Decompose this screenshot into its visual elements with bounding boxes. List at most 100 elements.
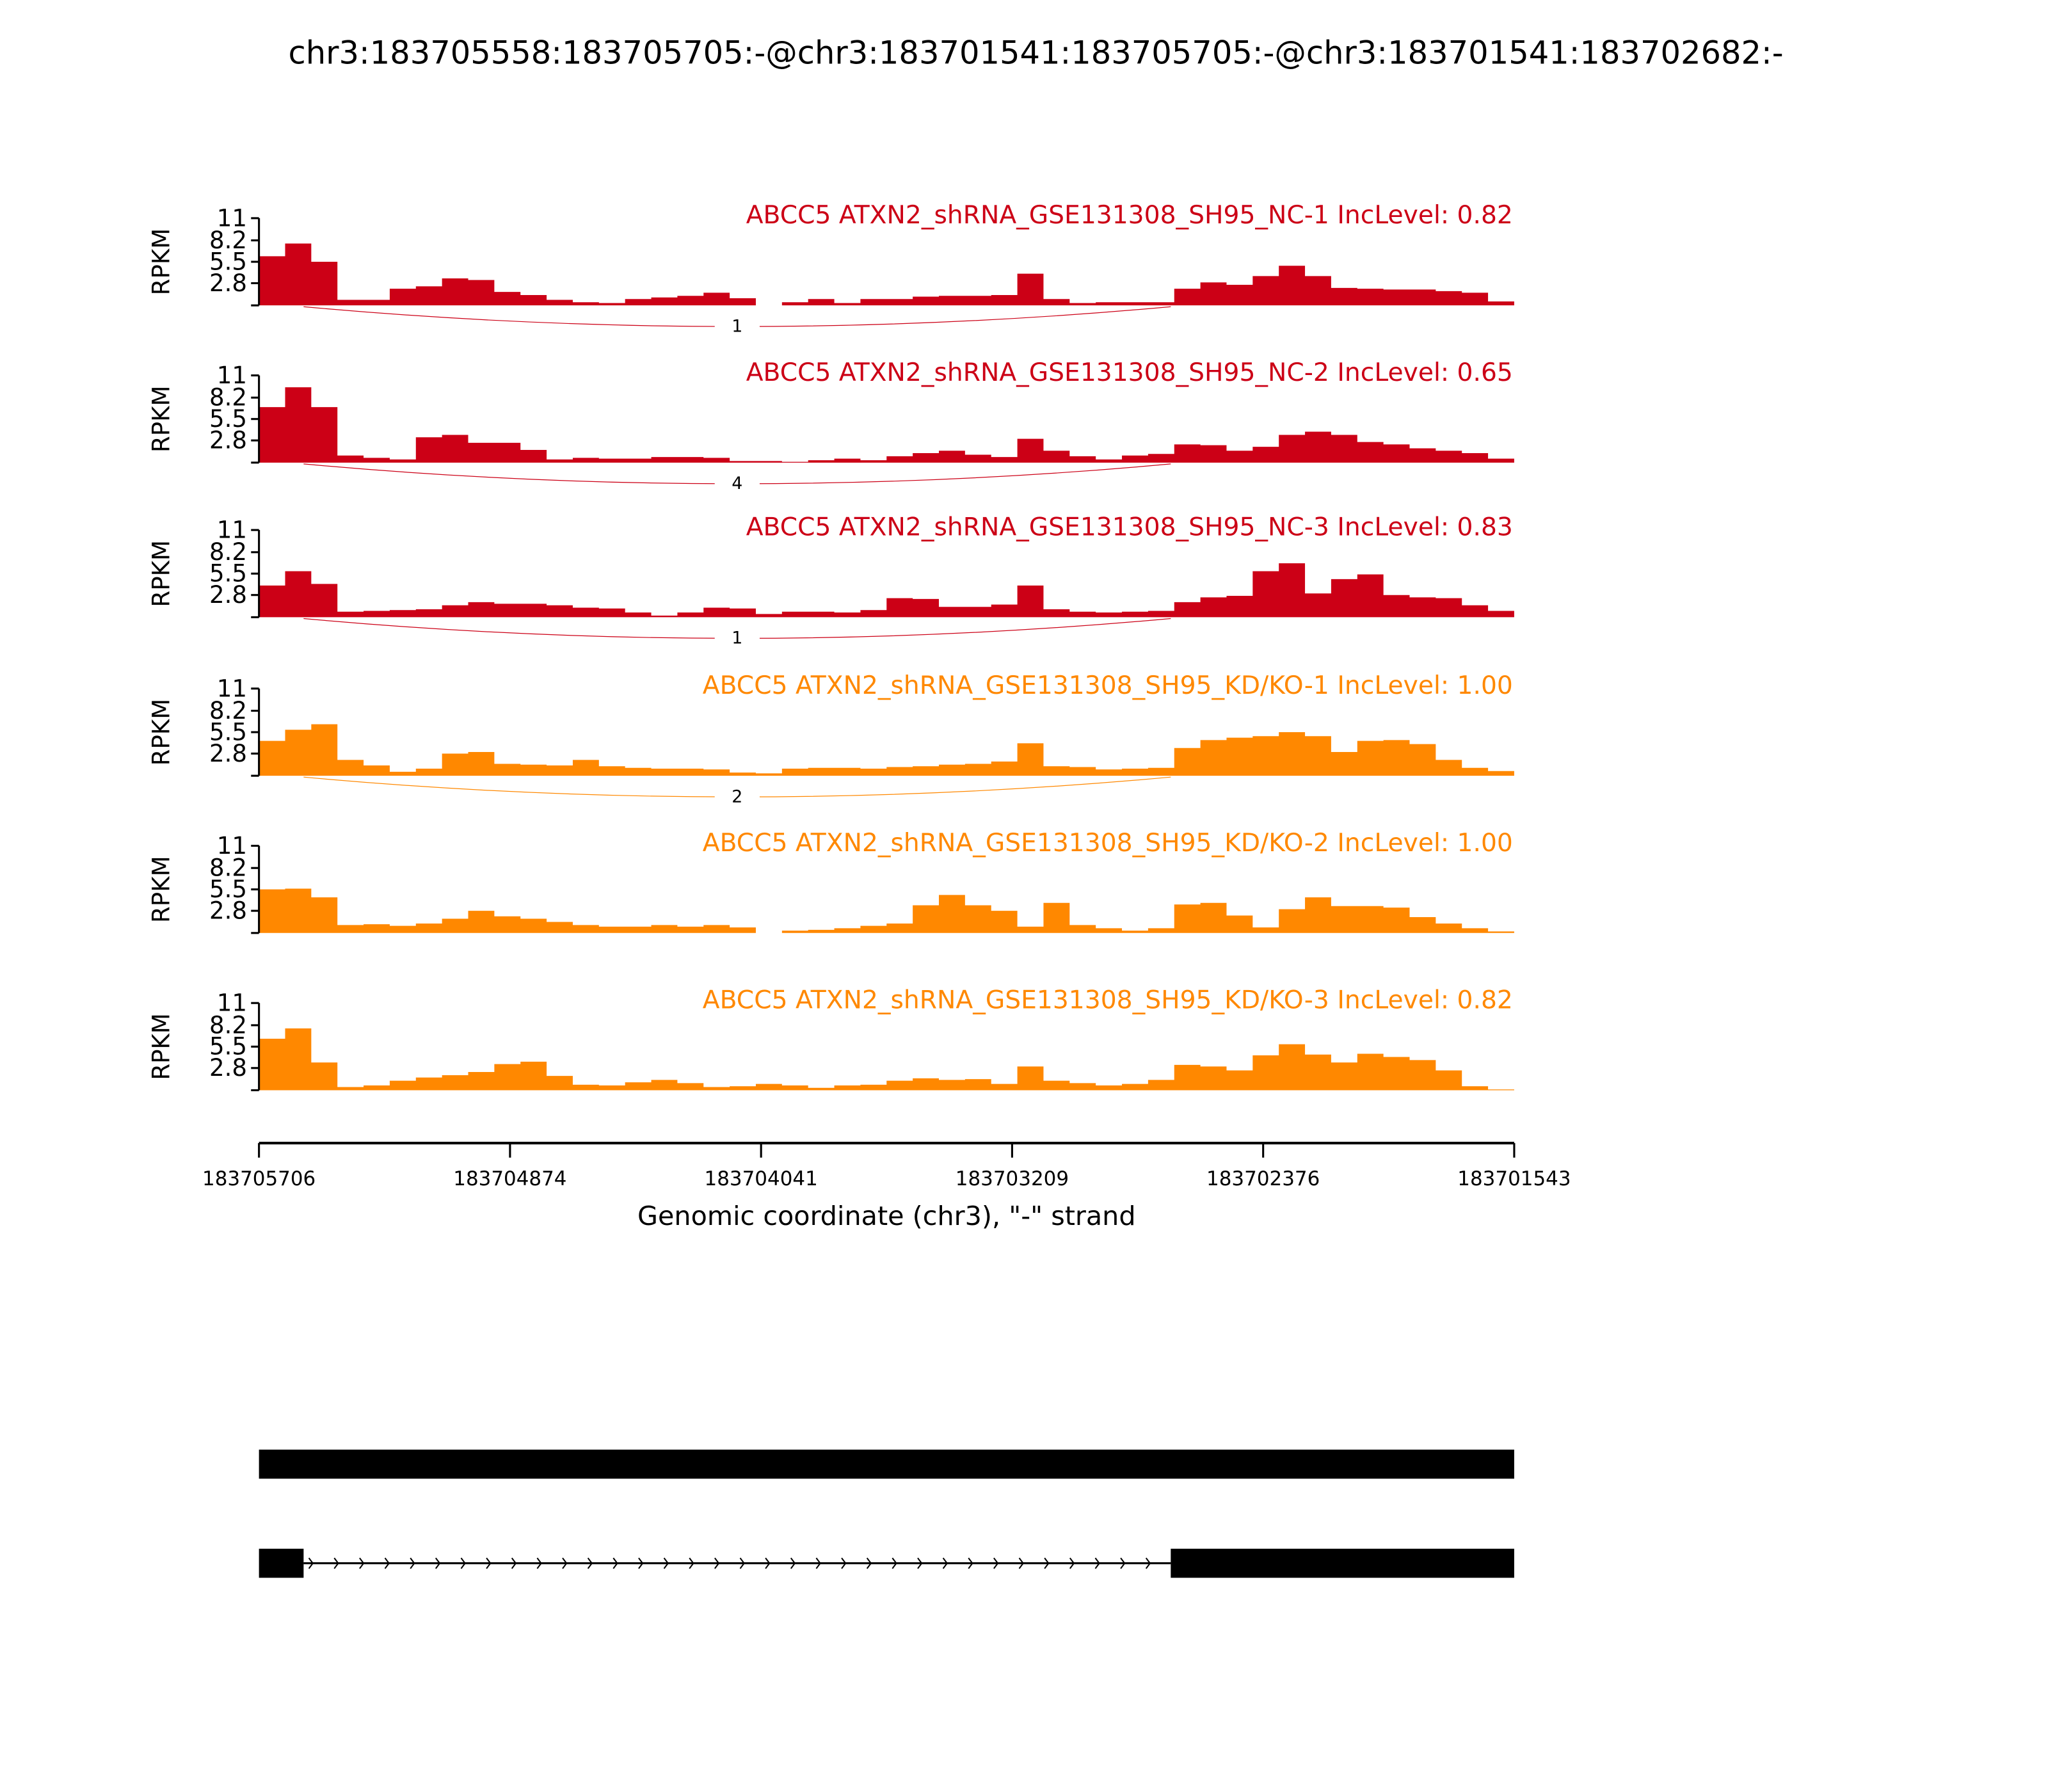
strand-chevron-icon <box>587 1557 593 1569</box>
figure-title: chr3:183705558:183705705:-@chr3:18370154… <box>289 34 1784 71</box>
gene-model-isoform-skipping <box>259 1548 1514 1578</box>
y-tick-label: 8.2 <box>209 1011 247 1039</box>
y-tick-label: 5.5 <box>209 876 247 903</box>
strand-chevron-icon <box>917 1557 923 1569</box>
coverage-area <box>259 888 1514 933</box>
x-tick-label: 183704874 <box>453 1167 566 1190</box>
strand-chevron-icon <box>511 1557 517 1569</box>
y-tick-label: 2.8 <box>209 427 247 454</box>
exon <box>259 1548 304 1578</box>
gene-models <box>259 1450 1514 1578</box>
strand-chevron-icon <box>460 1557 466 1569</box>
y-tick-label: 5.5 <box>209 405 247 433</box>
y-axis-label: RPKM <box>147 1013 175 1080</box>
strand-chevron-icon <box>1044 1557 1050 1569</box>
coverage-area <box>259 724 1514 776</box>
y-tick-label: 5.5 <box>209 248 247 275</box>
coverage-panel-5: 118.25.52.8 RPKM ABCC5 ATXN2_shRNA_GSE1313… <box>147 829 1514 934</box>
junction-count: 4 <box>732 474 742 493</box>
strand-chevron-icon <box>1145 1557 1151 1569</box>
y-tick-label: 5.5 <box>209 718 247 746</box>
strand-chevron-icon <box>968 1557 973 1569</box>
y-axis-label: RPKM <box>147 385 175 452</box>
strand-chevron-icon <box>1069 1557 1075 1569</box>
y-axis-label: RPKM <box>147 540 175 607</box>
x-axis: 183705706 183704874 183704041 183703209 1837… <box>202 1142 1571 1190</box>
junction-count: 2 <box>732 787 742 806</box>
strand-chevron-icon <box>815 1557 821 1569</box>
coverage-panel-4: 118.25.52.8 RPKM ABCC5 ATXN2_shRNA_GSE1313… <box>147 671 1514 806</box>
strand-chevron-icon <box>384 1557 390 1569</box>
junction-label-box <box>714 316 760 335</box>
strand-chevron-icon <box>866 1557 872 1569</box>
y-tick-label: 11 <box>217 204 247 232</box>
panel-title: ABCC5 ATXN2_shRNA_GSE131308_SH95_KD/KO-1… <box>703 671 1513 700</box>
x-axis-label: Genomic coordinate (chr3), "-" strand <box>637 1201 1135 1231</box>
junction-label-box <box>714 627 760 646</box>
coverage-panel-6: 118.25.52.8 RPKM ABCC5 ATXN2_shRNA_GSE1313… <box>147 986 1514 1092</box>
y-tick-label: 5.5 <box>209 1033 247 1060</box>
y-tick-label: 11 <box>217 989 247 1017</box>
strand-chevron-icon <box>486 1557 492 1569</box>
y-tick-label: 2.8 <box>209 740 247 767</box>
x-tick-label: 183701543 <box>1457 1167 1571 1190</box>
panel-title: ABCC5 ATXN2_shRNA_GSE131308_SH95_KD/KO-2… <box>703 829 1513 858</box>
strand-chevron-icon <box>841 1557 847 1569</box>
y-tick-label: 8.2 <box>209 854 247 882</box>
x-tick-label: 183702376 <box>1206 1167 1320 1190</box>
strand-chevron-icon <box>612 1557 618 1569</box>
strand-chevron-icon <box>435 1557 441 1569</box>
y-tick-label: 8.2 <box>209 538 247 566</box>
strand-chevron-icon <box>790 1557 796 1569</box>
strand-chevron-icon <box>1120 1557 1126 1569</box>
y-tick-label: 5.5 <box>209 560 247 588</box>
strand-chevron-icon <box>638 1557 644 1569</box>
y-tick-label: 8.2 <box>209 697 247 724</box>
strand-chevron-icon <box>689 1557 694 1569</box>
strand-chevron-icon <box>536 1557 542 1569</box>
strand-chevron-icon <box>1018 1557 1024 1569</box>
strand-chevron-icon <box>562 1557 568 1569</box>
junction-count: 1 <box>732 628 742 648</box>
strand-chevron-icon <box>942 1557 948 1569</box>
strand-chevron-icon <box>892 1557 897 1569</box>
coverage-area <box>259 243 1514 306</box>
strand-chevron-icon <box>739 1557 745 1569</box>
y-tick-label: 2.8 <box>209 581 247 609</box>
junction-label-box <box>714 786 760 805</box>
y-tick-label: 11 <box>217 675 247 702</box>
strand-chevron-icon <box>993 1557 999 1569</box>
strand-chevron-icon <box>663 1557 669 1569</box>
gene-model-isoform-inclusion <box>259 1450 1514 1479</box>
y-tick-label: 11 <box>217 516 247 544</box>
x-tick-label: 183705706 <box>202 1167 316 1190</box>
coverage-panel-2: 118.25.52.8 RPKM ABCC5 ATXN2_shRNA_GSE1313… <box>147 358 1514 493</box>
y-axis-label: RPKM <box>147 699 175 766</box>
y-tick-label: 8.2 <box>209 227 247 254</box>
y-tick-label: 2.8 <box>209 1054 247 1082</box>
strand-chevron-icon <box>333 1557 339 1569</box>
coverage-area <box>259 563 1514 618</box>
panel-title: ABCC5 ATXN2_shRNA_GSE131308_SH95_KD/KO-3… <box>703 986 1513 1014</box>
strand-chevron-icon <box>714 1557 720 1569</box>
x-tick-label: 183703209 <box>956 1167 1069 1190</box>
x-tick-label: 183704041 <box>705 1167 818 1190</box>
y-axis-label: RPKM <box>147 856 175 923</box>
y-tick-label: 11 <box>217 832 247 860</box>
panel-title: ABCC5 ATXN2_shRNA_GSE131308_SH95_NC-1 In… <box>746 201 1513 230</box>
coverage-panel-1: 118.25.52.8 RPKM ABCC5 ATXN2_shRNA_GSE1313… <box>147 201 1514 336</box>
junction-label-box <box>714 473 760 492</box>
y-tick-label: 2.8 <box>209 897 247 925</box>
y-tick-label: 8.2 <box>209 384 247 412</box>
coverage-panel-3: 118.25.52.8 RPKM ABCC5 ATXN2_shRNA_GSE1313… <box>147 513 1514 648</box>
coverage-area <box>259 1028 1514 1091</box>
junction-count: 1 <box>732 316 742 336</box>
y-tick-label: 11 <box>217 362 247 389</box>
exon <box>259 1450 1514 1479</box>
y-axis-label: RPKM <box>147 228 175 296</box>
exon <box>1171 1548 1514 1578</box>
strand-chevron-icon <box>1094 1557 1100 1569</box>
strand-chevron-icon <box>765 1557 771 1569</box>
